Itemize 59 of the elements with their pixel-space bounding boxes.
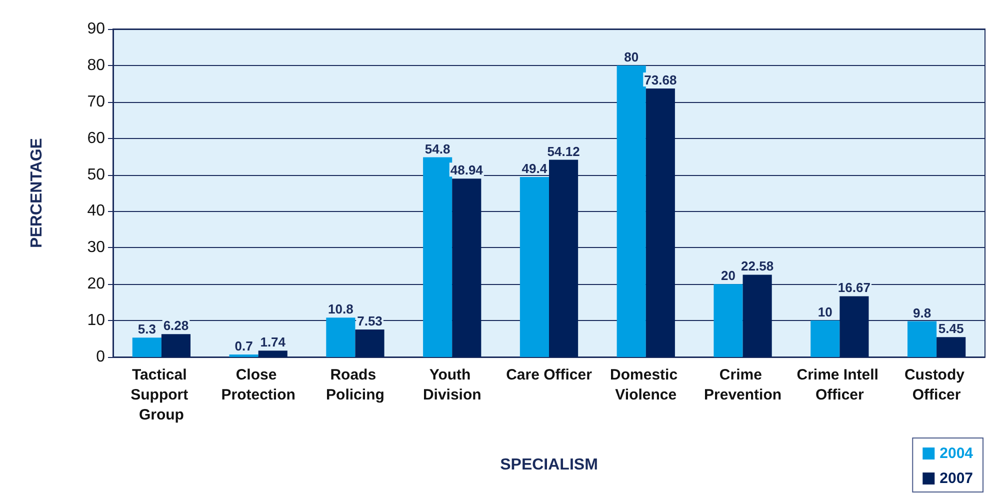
bar [161, 334, 191, 357]
bar [810, 320, 840, 357]
bar [616, 65, 646, 357]
data-label: 73.68 [644, 72, 677, 88]
data-label: 10 [818, 304, 832, 320]
data-label: 48.94 [450, 162, 484, 178]
y-tick-label: 60 [87, 130, 106, 147]
x-tick-label: Care Officer [506, 366, 592, 384]
data-label: 9.8 [912, 305, 932, 320]
data-label: 7.53 [357, 314, 382, 329]
bar [355, 330, 384, 357]
y-tick-label: 0 [96, 348, 106, 366]
y-tick-label: 20 [87, 276, 106, 293]
y-tick-label: 90 [87, 20, 106, 38]
y-tick-label: 40 [87, 202, 106, 220]
bar [520, 176, 549, 357]
bar [714, 284, 743, 357]
bar [326, 318, 356, 357]
y-tick-label: 80 [87, 56, 106, 74]
data-label: 1.74 [260, 334, 286, 350]
bar [742, 274, 772, 357]
data-label: 80 [624, 49, 639, 64]
x-tick-label: Custody Officer [904, 366, 969, 404]
y-axis-title: PERCENTAGE [28, 138, 46, 248]
data-label: 6.28 [163, 318, 189, 334]
legend-label: 2004 [940, 445, 974, 462]
y-tick-label: 70 [87, 93, 106, 110]
bar [936, 337, 966, 357]
bar [229, 354, 258, 357]
data-label: 10.8 [328, 302, 354, 317]
x-tick-label: Close Protection [221, 366, 296, 404]
data-label: 16.67 [838, 280, 870, 296]
bar [549, 160, 578, 357]
bar [258, 350, 288, 357]
data-label: 0.7 [234, 338, 253, 354]
bar [423, 157, 452, 357]
data-label: 54.12 [547, 144, 580, 159]
bar [132, 338, 162, 357]
data-label: 5.45 [938, 321, 964, 336]
x-tick-label: Domestic Violence [610, 366, 682, 404]
y-tick-label: 50 [87, 166, 106, 184]
y-tick-label: 30 [87, 239, 106, 256]
x-tick-label: Youth Division [422, 366, 482, 404]
bar [646, 88, 675, 357]
x-tick-label: Crime Prevention [704, 366, 782, 404]
data-label: 54.8 [424, 141, 450, 156]
data-label: 20 [721, 268, 736, 284]
x-tick-label: Crime Intell Officer [796, 366, 883, 404]
bar [840, 296, 869, 357]
bar [907, 321, 937, 357]
x-axis-title: SPECIALISM [500, 456, 598, 474]
data-label: 49.4 [522, 160, 548, 176]
bar [452, 178, 482, 357]
x-tick-label: Roads Policing [326, 366, 384, 404]
y-tick-label: 10 [87, 312, 106, 330]
x-tick-label: Tactical Support Group [130, 366, 192, 424]
data-label: 22.58 [741, 258, 774, 274]
data-label: 5.3 [138, 322, 156, 337]
legend-label: 2007 [940, 470, 974, 487]
